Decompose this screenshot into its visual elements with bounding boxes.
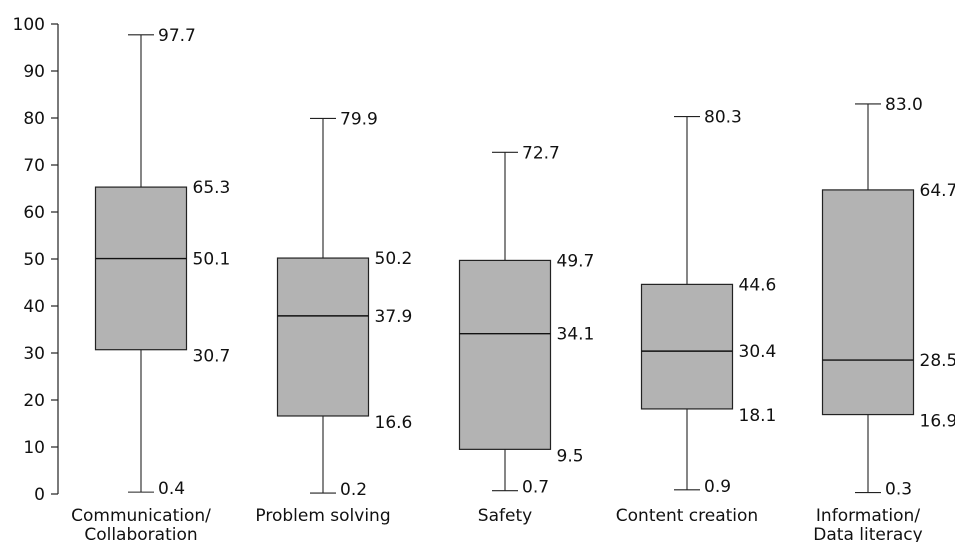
box-group: 83.0 64.7 28.5 16.9 0.3 bbox=[821, 95, 955, 500]
max-value-label: 97.7 bbox=[158, 26, 196, 46]
y-tick-label: 0 bbox=[34, 485, 45, 505]
box-series: 97.7 65.3 50.1 30.7 0.4 79.9 50.2 37.9 16.6 0.2 72… bbox=[94, 26, 955, 500]
q1-value-label: 16.6 bbox=[375, 413, 413, 433]
y-tick-label: 20 bbox=[23, 391, 45, 411]
q3-value-label: 49.7 bbox=[557, 251, 595, 271]
q3-value-label: 44.6 bbox=[739, 275, 777, 295]
iqr-box bbox=[276, 257, 370, 417]
median-value-label: 50.1 bbox=[193, 250, 231, 270]
median-value-label: 30.4 bbox=[739, 342, 777, 362]
min-value-label: 0.9 bbox=[704, 477, 731, 497]
y-tick-label: 50 bbox=[23, 250, 45, 270]
y-tick-label: 40 bbox=[23, 297, 45, 317]
max-value-label: 80.3 bbox=[704, 108, 742, 128]
x-category-label-line: Data literacy bbox=[813, 525, 922, 542]
q3-value-label: 64.7 bbox=[920, 181, 955, 201]
y-tick-label: 10 bbox=[23, 438, 45, 458]
q1-value-label: 9.5 bbox=[557, 446, 584, 466]
x-category-label: Content creation bbox=[616, 506, 758, 526]
min-value-label: 0.3 bbox=[885, 480, 912, 500]
y-tick-label: 60 bbox=[23, 203, 45, 223]
max-value-label: 79.9 bbox=[340, 109, 378, 129]
x-category-label-line: Safety bbox=[478, 506, 532, 526]
x-category-label-line: Communication/ bbox=[71, 506, 211, 526]
y-tick-label: 100 bbox=[13, 15, 45, 35]
iqr-box bbox=[640, 283, 734, 410]
box-group: 72.7 49.7 34.1 9.5 0.7 bbox=[458, 143, 595, 498]
q1-value-label: 16.9 bbox=[920, 412, 955, 432]
max-value-label: 72.7 bbox=[522, 143, 560, 163]
box-group: 97.7 65.3 50.1 30.7 0.4 bbox=[94, 26, 231, 499]
y-tick-label: 80 bbox=[23, 109, 45, 129]
q3-value-label: 50.2 bbox=[375, 249, 413, 269]
y-tick-label: 30 bbox=[23, 344, 45, 364]
q1-value-label: 30.7 bbox=[193, 347, 231, 367]
box-group: 79.9 50.2 37.9 16.6 0.2 bbox=[276, 109, 413, 500]
y-tick-label: 90 bbox=[23, 62, 45, 82]
median-value-label: 28.5 bbox=[920, 351, 955, 371]
iqr-box bbox=[94, 186, 188, 351]
min-value-label: 0.2 bbox=[340, 480, 367, 500]
q3-value-label: 65.3 bbox=[193, 178, 231, 198]
x-category-label: Problem solving bbox=[255, 506, 390, 526]
min-value-label: 0.7 bbox=[522, 478, 549, 498]
q1-value-label: 18.1 bbox=[739, 406, 777, 426]
box-group: 80.3 44.6 30.4 18.1 0.9 bbox=[640, 108, 777, 497]
y-axis: 0 10 20 30 40 50 60 70 80 90 100 bbox=[13, 15, 59, 505]
x-category-label: Information/Data literacy bbox=[813, 506, 922, 542]
y-tick-label: 70 bbox=[23, 156, 45, 176]
x-category-label: Safety bbox=[478, 506, 532, 526]
iqr-box bbox=[821, 189, 915, 416]
x-category-label-line: Collaboration bbox=[84, 525, 197, 542]
max-value-label: 83.0 bbox=[885, 95, 923, 115]
x-category-label-line: Information/ bbox=[816, 506, 920, 526]
x-category-label-line: Problem solving bbox=[255, 506, 390, 526]
median-value-label: 37.9 bbox=[375, 307, 413, 327]
x-category-label: Communication/Collaboration bbox=[71, 506, 211, 542]
x-axis-labels: Communication/Collaboration Problem solvi… bbox=[71, 506, 923, 542]
iqr-box bbox=[458, 259, 552, 450]
median-value-label: 34.1 bbox=[557, 325, 595, 345]
x-category-label-line: Content creation bbox=[616, 506, 758, 526]
min-value-label: 0.4 bbox=[158, 479, 185, 499]
